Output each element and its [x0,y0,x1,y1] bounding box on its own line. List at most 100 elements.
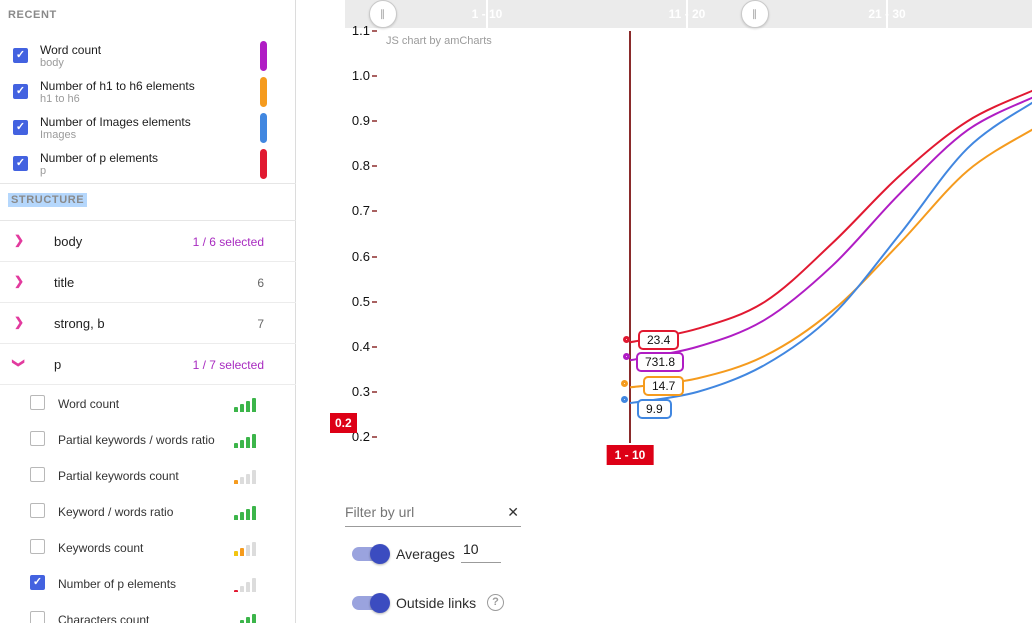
zoom-handle-right[interactable]: ∥ [741,0,769,28]
structure-title-text: STRUCTURE [8,193,88,207]
metric-checkbox[interactable]: ✓ [30,431,45,446]
balloon-word-count: 731.8 [636,352,685,372]
metric-row-p-elements[interactable]: ✓ Number of p elements [0,565,296,601]
tree-row-label: body [54,234,83,249]
metric-checkbox[interactable]: ✓ [30,539,45,554]
tree-row-count: 1 / 7 selected [192,358,264,372]
selector-label: 1 - 10 [471,7,503,21]
divider [0,183,296,184]
metric-row-partial-keywords-count[interactable]: ✓ Partial keywords count [0,457,296,493]
recent-item-p-elements[interactable]: ✓ Number of p elements p [0,146,296,182]
bullet-h1-h6 [621,380,628,387]
tree-row-body[interactable]: ❯ body 1 / 6 selected [0,221,296,262]
selector-tick [886,0,888,28]
recent-item-word-count[interactable]: ✓ Word count body [0,38,296,74]
metric-checkbox[interactable]: ✓ [30,467,45,482]
mini-bar-chart-icon [234,396,256,412]
metric-label: Word count [58,397,120,411]
metric-checkbox[interactable]: ✓ [30,395,45,410]
filter-field: ✕ [345,500,521,527]
selector-tick [486,0,488,28]
toggle-knob [370,593,390,613]
series-color-bar [260,77,267,107]
clear-filter-icon[interactable]: ✕ [507,504,519,520]
bullet-images [621,396,628,403]
recent-checkbox[interactable]: ✓ [13,84,28,99]
toggle-knob [370,544,390,564]
mini-bar-chart-icon [234,612,256,623]
metric-label: Partial keywords / words ratio [58,433,215,447]
metric-row-keywords-count[interactable]: ✓ Keywords count [0,529,296,565]
series-color-bar [260,113,267,143]
recent-section-title: RECENT [8,9,57,21]
help-icon[interactable]: ? [487,594,504,611]
y-axis: 1.1 1.0 0.9 0.8 0.7 0.6 0.5 0.4 0.3 0.2 [330,0,378,470]
series-color-bar [260,149,267,179]
metric-checkbox[interactable]: ✓ [30,611,45,623]
tree-row-count: 1 / 6 selected [192,235,264,249]
outside-links-toggle[interactable] [352,593,390,613]
balloon-p-elements: 23.4 [638,330,680,350]
mini-bar-chart-icon [234,468,256,484]
bullet-word-count [623,353,630,360]
divider [0,220,296,221]
metric-row-keyword-words-ratio[interactable]: ✓ Keyword / words ratio [0,493,296,529]
tree-row-label: title [54,275,75,290]
recent-item-label: Word count [40,43,102,57]
selector-label: 11 - 20 [668,7,706,21]
mini-bar-chart-icon [234,576,256,592]
mini-bar-chart-icon [234,432,256,448]
zoom-handle-left[interactable]: ∥ [369,0,397,28]
averages-toggle[interactable] [352,544,390,564]
metric-row-partial-keywords-ratio[interactable]: ✓ Partial keywords / words ratio [0,421,296,457]
amcharts-attribution-link[interactable]: JS chart by amCharts [386,35,492,47]
metric-label: Characters count [58,613,150,623]
tree-row-label: p [54,357,62,372]
averages-label: Averages [396,546,455,562]
zoom-range-selector[interactable]: 1 - 10 11 - 20 21 - 30 ∥ ∥ [345,0,1032,28]
tree-row-title[interactable]: ❯ title 6 [0,262,296,303]
chevron-down-icon[interactable]: ❯ [12,357,27,369]
selector-label: 21 - 30 [868,7,906,21]
chart-cursor-line [629,31,631,443]
metric-label: Keywords count [58,541,144,555]
bullet-p-elements [623,336,630,343]
recent-item-images[interactable]: ✓ Number of Images elements Images [0,110,296,146]
recent-item-label: Number of Images elements [40,115,191,129]
selector-tick [686,0,688,28]
filter-by-url-input[interactable] [345,500,493,524]
series-color-bar [260,41,267,71]
mini-bar-chart-icon [234,504,256,520]
cursor-category-badge: 1 - 10 [606,445,654,465]
tree-row-count: 6 [257,276,264,290]
metric-row-characters-count[interactable]: ✓ Characters count [0,601,296,623]
averages-value-input[interactable] [461,538,501,563]
recent-checkbox[interactable]: ✓ [13,156,28,171]
tree-row-strong-b[interactable]: ❯ strong, b 7 [0,303,296,344]
metric-checkbox[interactable]: ✓ [30,575,45,590]
chevron-right-icon[interactable]: ❯ [14,315,25,329]
structure-section-title: STRUCTURE [8,193,88,207]
recent-item-label: Number of h1 to h6 elements [40,79,195,93]
recent-item-sublabel: Images [40,129,77,141]
metric-label: Number of p elements [58,577,177,591]
recent-item-sublabel: h1 to h6 [40,93,80,105]
metric-label: Partial keywords count [58,469,179,483]
recent-item-sublabel: body [40,57,64,69]
recent-checkbox[interactable]: ✓ [13,48,28,63]
cursor-y-value-badge: 0.2 [330,413,357,433]
balloon-h1-h6: 14.7 [643,376,685,396]
tree-row-count: 7 [257,317,264,331]
tree-row-p[interactable]: ❯ p 1 / 7 selected [0,344,296,385]
sidebar: RECENT ✓ Word count body ✓ Number of h1 … [0,0,296,623]
outside-links-label: Outside links [396,595,477,611]
recent-item-label: Number of p elements [40,151,159,165]
recent-item-h1-h6[interactable]: ✓ Number of h1 to h6 elements h1 to h6 [0,74,296,110]
metric-checkbox[interactable]: ✓ [30,503,45,518]
chevron-right-icon[interactable]: ❯ [14,233,25,247]
recent-checkbox[interactable]: ✓ [13,120,28,135]
chevron-right-icon[interactable]: ❯ [14,274,25,288]
balloon-images: 9.9 [637,399,672,419]
metric-row-word-count[interactable]: ✓ Word count [0,385,296,421]
